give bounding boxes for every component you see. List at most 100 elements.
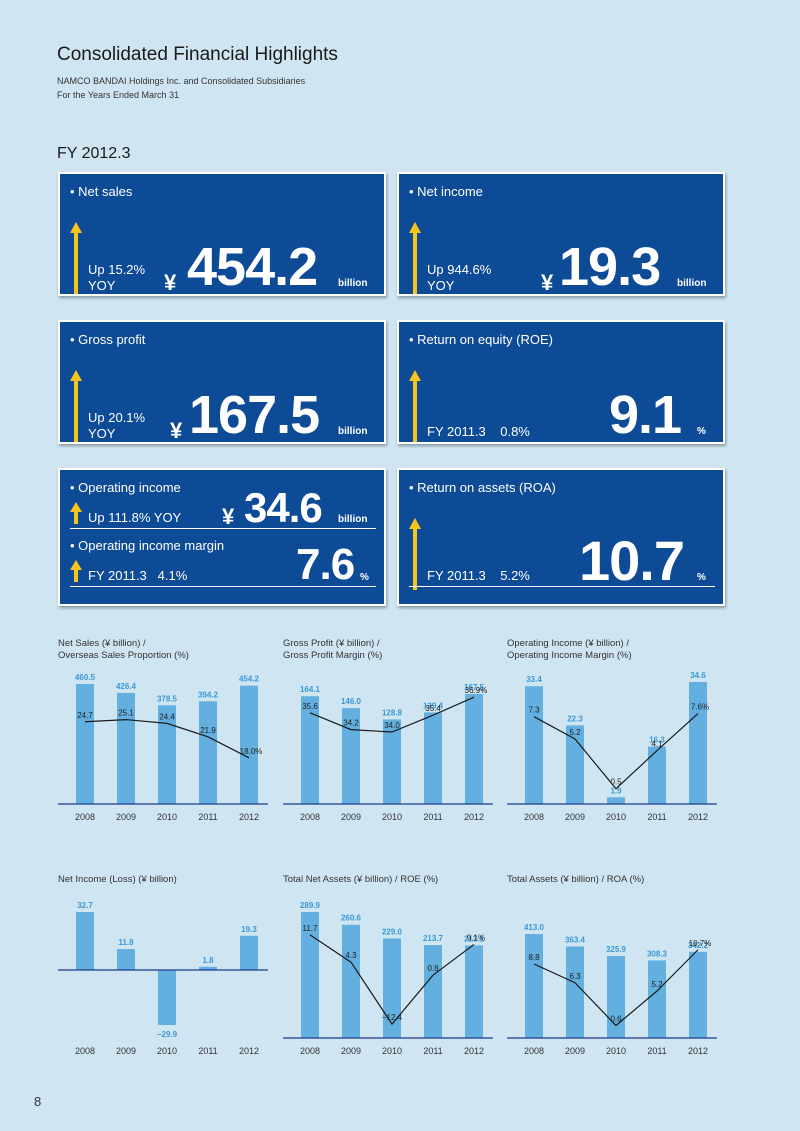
margin-previous-year: FY 2011.3 4.1%: [88, 568, 188, 583]
headline-value: 454.2: [187, 237, 318, 297]
page-subtitle: NAMCO BANDAI Holdings Inc. and Consolida…: [57, 74, 338, 102]
unit-label: billion: [338, 278, 368, 289]
previous-year-text: FY 2011.3 5.2%: [427, 568, 530, 583]
bar-value-label: 213.1: [464, 934, 485, 943]
page-number: 8: [34, 1094, 42, 1109]
unit-label: %: [697, 426, 706, 437]
bar: [566, 725, 584, 804]
margin-value: 7.6: [296, 540, 355, 589]
x-tick-label: 2008: [75, 1046, 95, 1056]
card-title: • Gross profit: [70, 332, 146, 347]
x-tick-label: 2009: [565, 1046, 585, 1056]
header: Consolidated Financial Highlights NAMCO …: [57, 44, 338, 102]
x-tick-label: 2011: [647, 1046, 666, 1056]
fiscal-year-label: FY 2012.3: [57, 145, 131, 162]
bar: [158, 970, 176, 1025]
subtitle-period: For the Years Ended March 31: [57, 90, 180, 100]
card-title: • Return on equity (ROE): [409, 332, 553, 347]
x-tick-label: 2012: [464, 812, 484, 822]
bar: [158, 705, 176, 804]
yoy-text: Up 15.2% YOY: [88, 262, 145, 294]
x-tick-label: 2010: [157, 812, 177, 822]
chart-title-line-1: Operating Income (¥ billion) /: [507, 638, 629, 649]
unit-label: billion: [338, 426, 368, 437]
bar: [424, 945, 442, 1038]
bar-value-label: 460.5: [75, 673, 96, 682]
bar: [383, 938, 401, 1038]
chart-total-net-assets: 289.9 2008 260.6 2009 229.0 2010 213.7 2011 213.…: [283, 901, 493, 1056]
line-value-label: 4.1: [651, 740, 663, 749]
bar: [525, 686, 543, 804]
x-tick-label: 2011: [198, 812, 217, 822]
yoy-text: Up 111.8% YOY: [88, 510, 182, 525]
bar: [76, 912, 94, 970]
x-tick-label: 2008: [300, 1046, 320, 1056]
x-tick-label: 2011: [198, 1046, 217, 1056]
chart-title-net-sales: Net Sales (¥ billion) / Overseas Sales P…: [58, 638, 189, 662]
bar-value-label: 308.3: [647, 949, 668, 958]
x-tick-label: 2011: [423, 1046, 442, 1056]
card-title: • Return on assets (ROA): [409, 480, 556, 495]
bar-value-label: 139.4: [423, 701, 444, 710]
line-value-label: 5.2: [651, 980, 663, 989]
x-tick-label: 2012: [688, 812, 708, 822]
bar-value-label: 19.3: [241, 925, 257, 934]
bar-value-label: 426.4: [116, 682, 137, 691]
chart-net-sales: 460.5 2008 426.4 2009 378.5 2010 394.2 2011 454.…: [58, 673, 268, 822]
previous-year-text: FY 2011.3 0.8%: [427, 424, 530, 439]
line-value-label: 6.3: [569, 972, 581, 981]
line-series: [533, 949, 699, 1027]
margin-title: • Operating income margin: [70, 538, 225, 553]
x-tick-label: 2010: [606, 812, 626, 822]
up-arrow-icon: [70, 502, 82, 524]
yoy-text: Up 944.6% YOY: [427, 262, 491, 294]
underline: [409, 294, 715, 295]
bar-value-label: 363.4: [565, 935, 586, 944]
chart-title-operating-income: Operating Income (¥ billion) / Operating…: [507, 638, 632, 662]
headline-value: 19.3: [559, 237, 661, 297]
card-title: • Operating income: [70, 480, 181, 495]
bar: [689, 682, 707, 804]
headline-value: 167.5: [189, 385, 320, 445]
bar-value-label: 22.3: [567, 714, 583, 723]
chart-title-gross-profit: Gross Profit (¥ billion) / Gross Profit …: [283, 638, 382, 662]
bar-value-label: 394.2: [198, 690, 219, 699]
bar: [465, 945, 483, 1038]
bar: [342, 708, 360, 804]
chart-title-line-2: Gross Profit Margin (%): [283, 650, 383, 661]
underline: [70, 586, 376, 587]
bar: [566, 946, 584, 1038]
chart-title-line-1: Net Sales (¥ billion) /: [58, 638, 146, 649]
bar-value-label: 378.5: [157, 694, 178, 703]
line-value-label: 9.1%: [467, 933, 485, 942]
underline: [409, 586, 715, 587]
line-value-label: 0.5: [610, 778, 622, 787]
card-title: • Net income: [409, 184, 483, 199]
yoy-line-1: Up 20.1%: [88, 410, 146, 425]
chart-title-total-assets: Total Assets (¥ billion) / ROA (%): [507, 874, 645, 885]
headline-value: 34.6: [244, 484, 323, 531]
yen-symbol: ¥: [164, 270, 177, 295]
x-tick-label: 2010: [606, 1046, 626, 1056]
underline: [409, 442, 715, 443]
bar: [424, 712, 442, 804]
bar-value-label: 16.3: [649, 736, 665, 745]
bar: [240, 935, 258, 970]
x-tick-label: 2008: [524, 812, 544, 822]
bar-value-label: 128.8: [382, 708, 403, 717]
unit-label: billion: [338, 514, 368, 525]
bar-value-label: 33.4: [526, 675, 542, 684]
x-tick-label: 2011: [423, 812, 442, 822]
bar: [383, 719, 401, 804]
bar-value-label: 34.6: [690, 671, 706, 680]
chart-gross-profit: 164.1 2008 146.0 2009 128.8 2010 139.4 2011 167.…: [283, 683, 493, 822]
bar: [342, 924, 360, 1038]
line-series: [309, 934, 475, 1026]
bar: [465, 694, 483, 804]
page-title: Consolidated Financial Highlights: [57, 44, 338, 65]
line-value-label: 24.7: [77, 711, 93, 720]
chart-total-assets: 413.0 2008 363.4 2009 325.9 2010 308.3 2011 342.…: [507, 923, 717, 1056]
chart-title-net-income: Net Income (Loss) (¥ billion): [58, 874, 177, 885]
bar-value-label: 454.2: [239, 675, 260, 684]
chart-title-total-net-assets: Total Net Assets (¥ billion) / ROE (%): [283, 874, 439, 885]
